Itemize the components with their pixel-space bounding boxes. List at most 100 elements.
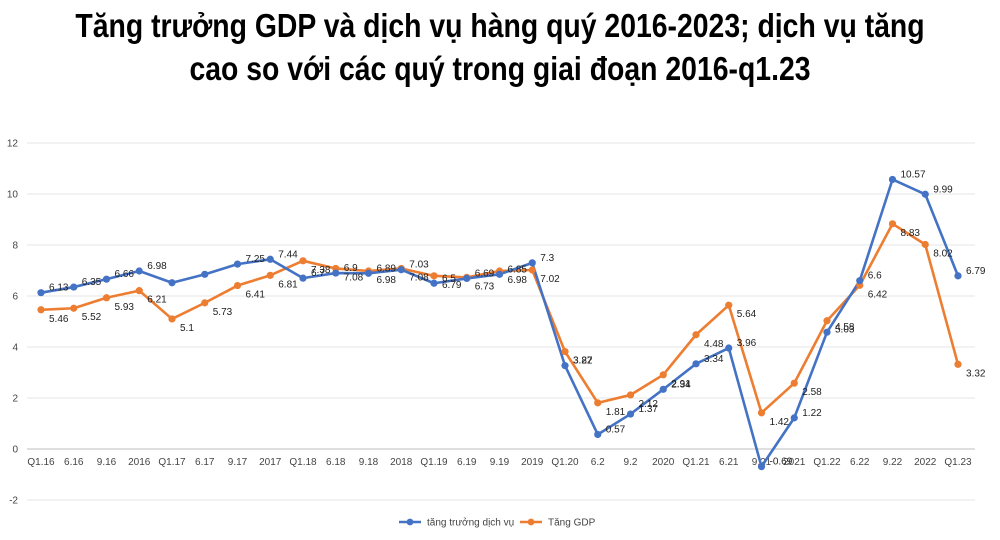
series-line [40,178,960,468]
data-label: 6.5 [442,273,456,284]
data-label: 6.98 [147,261,167,272]
data-point [397,266,405,274]
x-tick-label: 2022 [914,457,937,468]
x-tick-label: 9.18 [359,457,379,468]
data-point [823,317,831,325]
series-points [37,175,962,471]
data-label: 4.48 [704,339,724,350]
x-tick-label: 6.19 [457,457,477,468]
y-tick-label: 8 [12,241,18,252]
data-point [954,360,962,368]
x-tick-label: Q1.17 [158,457,186,468]
data-point [37,289,45,297]
data-label: 6.42 [868,289,888,300]
x-tick-label: Q1.19 [420,457,448,468]
data-label: 6.13 [49,283,69,294]
x-tick-label: 6.16 [64,457,84,468]
data-point [692,331,700,339]
data-label: 1.42 [770,417,790,428]
data-label: 7.3 [540,253,554,264]
data-label: 7.08 [409,272,429,283]
data-point [168,279,176,287]
data-point [135,287,143,295]
data-label: 5.64 [737,309,757,320]
data-point [561,362,569,370]
data-label: 3.27 [573,356,593,367]
data-label: 4.58 [835,322,855,333]
y-tick-label: 10 [7,190,19,201]
y-tick-label: 12 [7,139,19,150]
data-point [135,267,143,275]
x-tick-label: 2020 [652,457,675,468]
x-tick-label: 6.22 [850,457,870,468]
data-label: 5.52 [82,312,102,323]
data-point [757,409,766,417]
data-label: 5.1 [180,323,194,334]
data-point [823,328,831,336]
data-point [757,462,766,471]
data-label: 6.69 [475,268,495,279]
data-label: 3.96 [737,338,757,349]
x-axis-ticks: Q1.16 6.16 9.16 2016 Q1.17 6.17 9.17 2017 Q1.18 6… [27,457,972,468]
data-point [528,266,536,274]
data-point [266,255,274,263]
legend-marker [406,518,414,526]
data-label: 6.35 [82,277,102,288]
data-label: 7.08 [344,272,364,283]
y-tick-label: -2 [9,496,18,507]
x-tick-label: 9.17 [228,457,248,468]
x-tick-label: 9.2 [624,457,638,468]
data-point [37,306,45,314]
data-point [790,414,798,422]
data-label: 6.89 [377,263,397,274]
data-point [102,294,111,302]
data-point [528,259,536,267]
data-label: 8.83 [901,228,921,239]
series-line [40,222,960,415]
series-lines [40,178,960,468]
data-point [266,271,274,279]
legend-label: Tăng GDP [548,518,596,529]
data-label: 9.99 [933,184,953,195]
data-point [659,371,667,379]
chart-title: Tăng trưởng GDP và dịch vụ hàng quý 2016… [75,7,925,87]
data-point [594,430,602,439]
data-point [692,360,700,368]
data-point [954,272,962,280]
data-point [430,279,438,287]
x-tick-label: 9.16 [97,457,117,468]
data-point [233,260,242,268]
data-label: 10.57 [901,169,926,180]
data-point [921,240,929,249]
data-label: 7.03 [409,260,429,271]
x-tick-label: 2021 [783,457,806,468]
data-label: 1.81 [606,407,626,418]
x-tick-label: Q1.21 [682,457,710,468]
data-label: 7.38 [311,265,331,276]
data-point [659,385,667,393]
data-point [70,304,78,312]
data-point [70,283,78,291]
data-label: 2.34 [671,379,691,390]
x-tick-label: 6.21 [719,457,739,468]
legend-label: tăng trưởng dịch vụ [427,517,514,529]
data-label: 6.7 [311,268,325,279]
data-label: 6.98 [508,275,528,286]
x-tick-label: 6.17 [195,457,215,468]
data-point [561,347,569,356]
x-tick-label: Q1.18 [289,457,317,468]
legend: tăng trưởng dịch vụ Tăng GDP [399,517,596,529]
data-point [201,299,209,307]
y-tick-label: 0 [12,445,18,456]
data-label: 6.79 [442,280,462,291]
data-label: 6.85 [508,264,528,275]
data-point [299,257,307,265]
data-label: 3.32 [966,368,986,379]
data-point [102,275,111,283]
data-point [921,190,929,198]
x-tick-label: 2017 [259,457,282,468]
x-tick-label: 9.19 [490,457,510,468]
data-label: 6.41 [246,290,266,301]
data-label: 0.57 [606,424,626,435]
data-point [888,175,897,184]
